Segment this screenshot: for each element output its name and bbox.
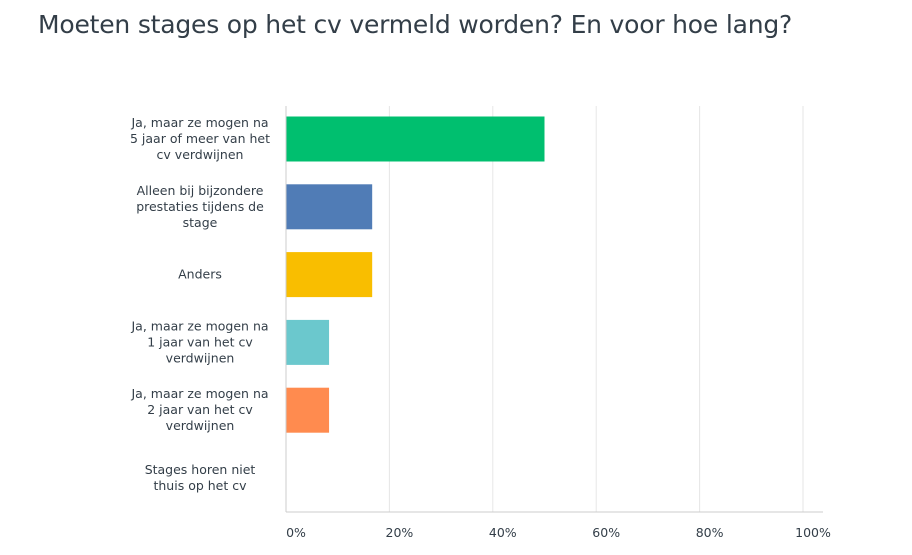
x-axis-ticks: 0% 20% 40% 60% 80% 100%	[286, 525, 831, 540]
category-label: Alleen bij bijzondere prestaties tijdens …	[136, 183, 264, 230]
category-label: Ja, maar ze mogen na 1 jaar van het cv ver…	[130, 318, 268, 365]
bar[interactable]	[286, 387, 330, 433]
category-label: Stages horen niet thuis op het cv	[145, 462, 256, 493]
x-tick-label: 60%	[592, 525, 620, 540]
x-tick-label: 0%	[286, 525, 306, 540]
x-tick-label: 100%	[795, 525, 831, 540]
x-tick-label: 40%	[489, 525, 517, 540]
grid-lines	[286, 106, 823, 513]
bar[interactable]	[286, 252, 373, 298]
bars	[286, 116, 545, 433]
category-label: Anders	[178, 267, 222, 282]
category-label: Ja, maar ze mogen na 2 jaar van het cv ver…	[130, 386, 268, 433]
category-labels: Ja, maar ze mogen na 5 jaar of meer van h…	[130, 115, 270, 493]
chart-title: Moeten stages op het cv vermeld worden? …	[38, 10, 793, 39]
category-label: Ja, maar ze mogen na 5 jaar of meer van h…	[130, 115, 270, 162]
x-tick-label: 20%	[386, 525, 414, 540]
x-tick-label: 80%	[696, 525, 724, 540]
bar[interactable]	[286, 116, 545, 162]
bar[interactable]	[286, 184, 373, 230]
bar[interactable]	[286, 319, 330, 365]
